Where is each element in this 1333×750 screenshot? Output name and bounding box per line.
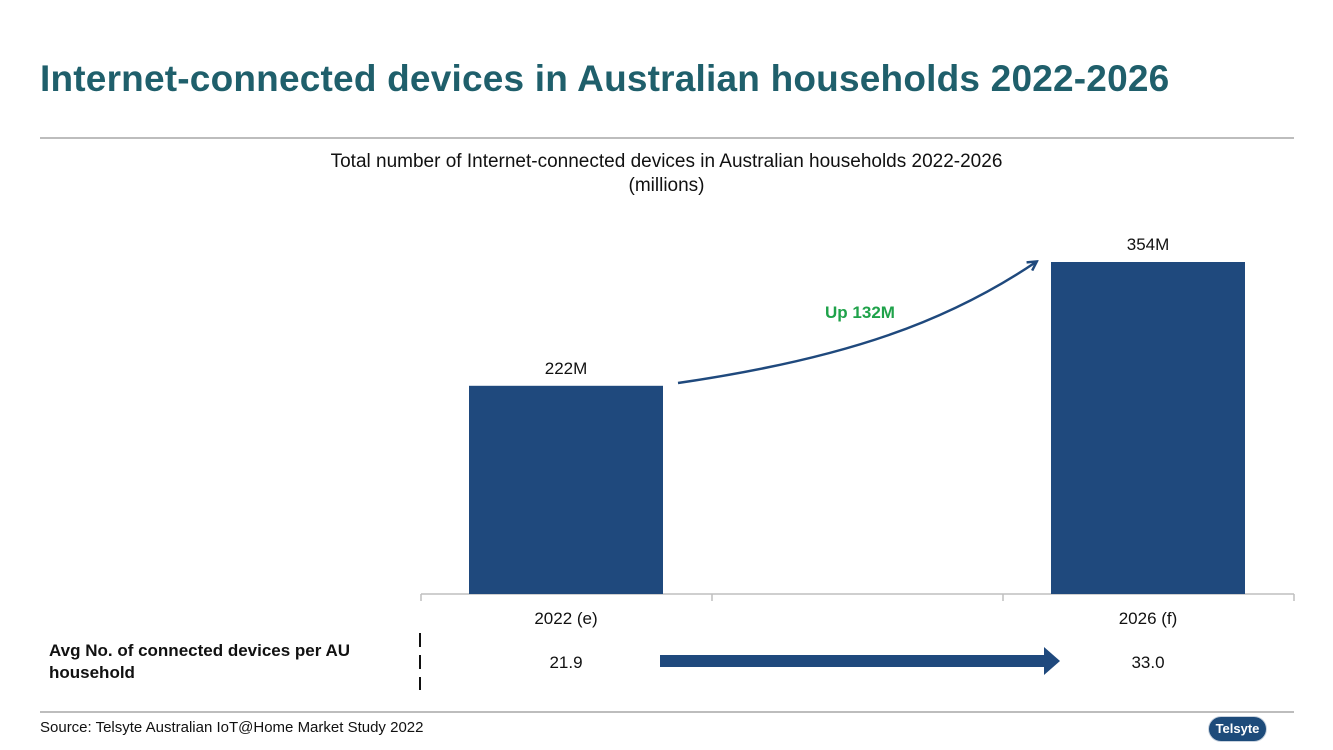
- slide-title: Internet-connected devices in Australian…: [40, 58, 1170, 99]
- avg-value-2022: 21.9: [549, 653, 582, 672]
- growth-curve-arrow: [677, 262, 1036, 385]
- chart-title-block: Total number of Internet-connected devic…: [200, 150, 1133, 198]
- category-label-2022: 2022 (e): [534, 609, 597, 628]
- telsyte-logo: Telsyte: [1209, 717, 1266, 741]
- chart-title: Total number of Internet-connected devic…: [330, 151, 1003, 172]
- avg-arrow-head: [1044, 647, 1060, 675]
- data-label-2026: 354M: [1127, 235, 1170, 254]
- top-divider: [40, 137, 1294, 139]
- bar-2026: [1051, 262, 1245, 594]
- bottom-divider: [40, 711, 1294, 713]
- source-note: Source: Telsyte Australian IoT@Home Mark…: [40, 719, 424, 736]
- avg-growth-arrow: [660, 647, 1060, 675]
- avg-value-2026: 33.0: [1131, 653, 1164, 672]
- chart-subtitle: (millions): [628, 175, 705, 196]
- bar-2022: [469, 385, 663, 594]
- category-label-2026: 2026 (f): [1119, 609, 1178, 628]
- avg-arrow-shaft: [660, 655, 1046, 667]
- avg-devices-label: Avg No. of connected devices per AU hous…: [49, 641, 351, 682]
- data-label-2022: 222M: [545, 359, 588, 378]
- growth-annotation: Up 132M: [825, 303, 895, 322]
